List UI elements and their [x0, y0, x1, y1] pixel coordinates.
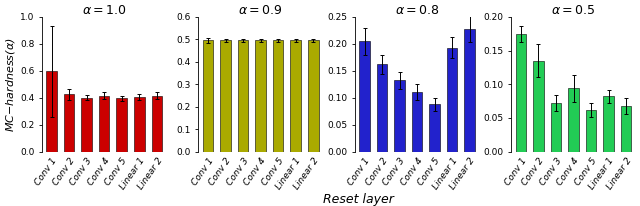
Bar: [220, 41, 231, 151]
Bar: [551, 103, 561, 151]
Bar: [152, 96, 162, 151]
Title: $\alpha = 0.5$: $\alpha = 0.5$: [552, 4, 596, 17]
Bar: [291, 41, 301, 151]
Bar: [255, 41, 266, 151]
Bar: [394, 81, 405, 151]
Bar: [99, 96, 109, 151]
Bar: [116, 98, 127, 151]
Bar: [81, 98, 92, 151]
Bar: [465, 29, 475, 151]
Bar: [516, 34, 526, 151]
Y-axis label: MC$-$hardness($\alpha$): MC$-$hardness($\alpha$): [4, 37, 17, 131]
Bar: [64, 94, 74, 151]
Bar: [568, 88, 579, 151]
Title: $\alpha = 0.8$: $\alpha = 0.8$: [395, 4, 439, 17]
Bar: [134, 97, 145, 151]
Bar: [273, 41, 284, 151]
Bar: [429, 104, 440, 151]
Bar: [203, 41, 213, 151]
Bar: [359, 41, 370, 151]
Text: Reset layer: Reset layer: [323, 193, 394, 206]
Title: $\alpha = 0.9$: $\alpha = 0.9$: [239, 4, 283, 17]
Bar: [604, 96, 614, 151]
Bar: [621, 106, 632, 151]
Bar: [533, 61, 544, 151]
Bar: [412, 92, 422, 151]
Title: $\alpha = 1.0$: $\alpha = 1.0$: [82, 4, 127, 17]
Bar: [586, 110, 596, 151]
Bar: [238, 41, 248, 151]
Bar: [447, 48, 458, 151]
Bar: [377, 64, 387, 151]
Bar: [46, 71, 57, 151]
Bar: [308, 41, 319, 151]
